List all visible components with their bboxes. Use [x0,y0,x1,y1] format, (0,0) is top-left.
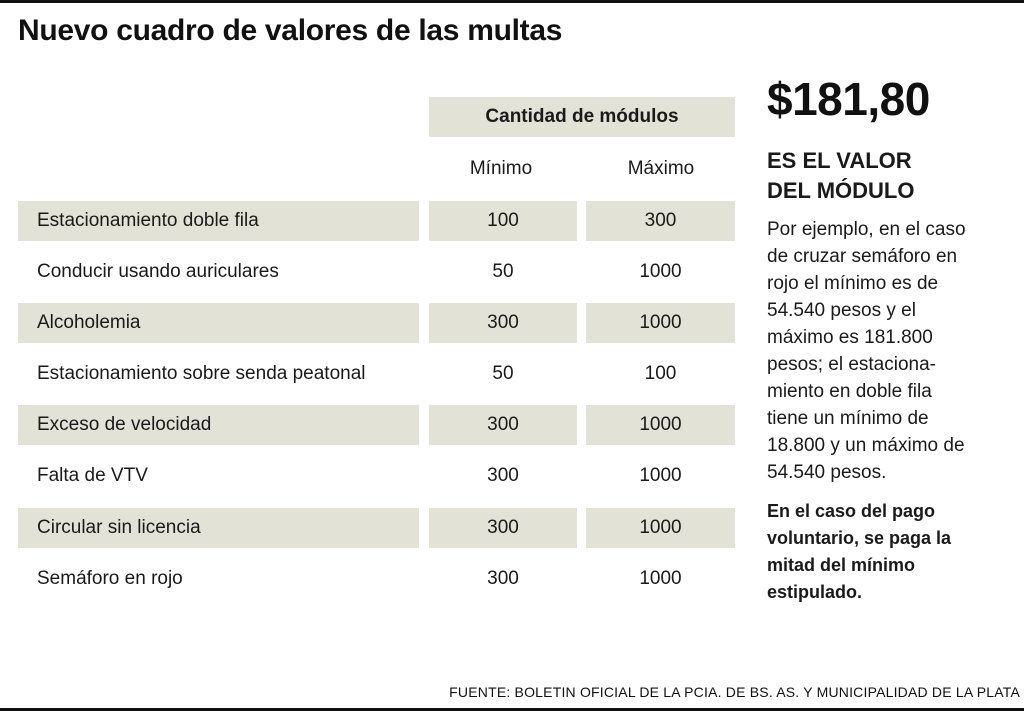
row-min-value: 300 [429,405,577,445]
row-min-value: 300 [429,508,577,548]
row-label: Alcoholemia [18,303,419,343]
row-min-value: 100 [429,201,577,241]
column-header-max: Máximo [627,158,695,179]
row-label: Estacionamiento sobre senda peatonal [37,363,366,384]
paragraph-line: rojo el mínimo es de [767,273,939,294]
source-credit: FUENTE: BOLETIN OFICIAL DE LA PCIA. DE B… [449,684,1020,700]
module-value: $181,80 [767,73,930,125]
table-row: Alcoholemia 300 1000 [0,303,740,343]
row-min-value: 50 [492,261,514,282]
column-header-min: Mínimo [469,158,533,179]
example-paragraph: Por ejemplo, en el caso de cruzar semáfo… [767,216,1012,486]
row-label: Exceso de velocidad [18,405,419,445]
row-max-value: 1000 [586,508,735,548]
row-min-value: 50 [492,363,514,384]
row-max-value: 300 [586,201,735,241]
row-min-value: 300 [487,465,519,486]
top-rule [0,0,1024,3]
subhead-line: ES EL VALOR [767,148,912,173]
table-group-header: Cantidad de módulos [429,97,735,137]
row-label: Circular sin licencia [18,508,419,548]
table-row: Exceso de velocidad 300 1000 [0,405,740,445]
paragraph-line: miento en doble fila [767,381,932,402]
note-line: voluntario, se paga la [767,528,952,548]
paragraph-line: tiene un mínimo de [767,408,929,429]
table-row: Falta de VTV 300 1000 [0,456,740,496]
row-label: Semáforo en rojo [37,568,183,589]
row-max-value: 1000 [639,261,682,282]
row-max-value: 100 [644,363,677,384]
page-title: Nuevo cuadro de valores de las multas [18,14,563,47]
row-max-value: 1000 [639,465,682,486]
row-label: Falta de VTV [37,465,148,486]
note-line: En el caso del pago [767,501,936,521]
module-value-subhead: ES EL VALOR DEL MÓDULO [767,146,1012,206]
note-line: estipulado. [767,582,863,602]
subhead-line: DEL MÓDULO [767,178,915,203]
row-max-value: 1000 [586,303,735,343]
paragraph-line: 18.800 y un máximo de [767,435,965,456]
table-row: Semáforo en rojo 300 1000 [0,559,740,599]
row-min-value: 300 [429,303,577,343]
paragraph-line: 54.540 pesos y el [767,300,916,321]
paragraph-line: máximo es 181.800 [767,327,933,348]
paragraph-line: pesos; el estaciona- [767,354,936,375]
table-row: Estacionamiento sobre senda peatonal 50 … [0,354,740,394]
paragraph-line: de cruzar semáforo en [767,246,958,267]
row-min-value: 300 [487,568,519,589]
paragraph-line: 54.540 pesos. [767,462,887,483]
row-label: Estacionamiento doble fila [18,201,419,241]
row-max-value: 1000 [586,405,735,445]
note-line: mitad del mínimo [767,555,916,575]
voluntary-payment-note: En el caso del pago voluntario, se paga … [767,498,1012,606]
table-row: Estacionamiento doble fila 100 300 [0,201,740,241]
row-max-value: 1000 [639,568,682,589]
table-row: Circular sin licencia 300 1000 [0,508,740,548]
paragraph-line: Por ejemplo, en el caso [767,219,966,240]
row-label: Conducir usando auriculares [37,261,279,282]
table-row: Conducir usando auriculares 50 1000 [0,252,740,292]
bottom-rule [0,708,1024,711]
module-value-panel: $181,80 ES EL VALOR DEL MÓDULO Por ejemp… [767,72,1012,606]
